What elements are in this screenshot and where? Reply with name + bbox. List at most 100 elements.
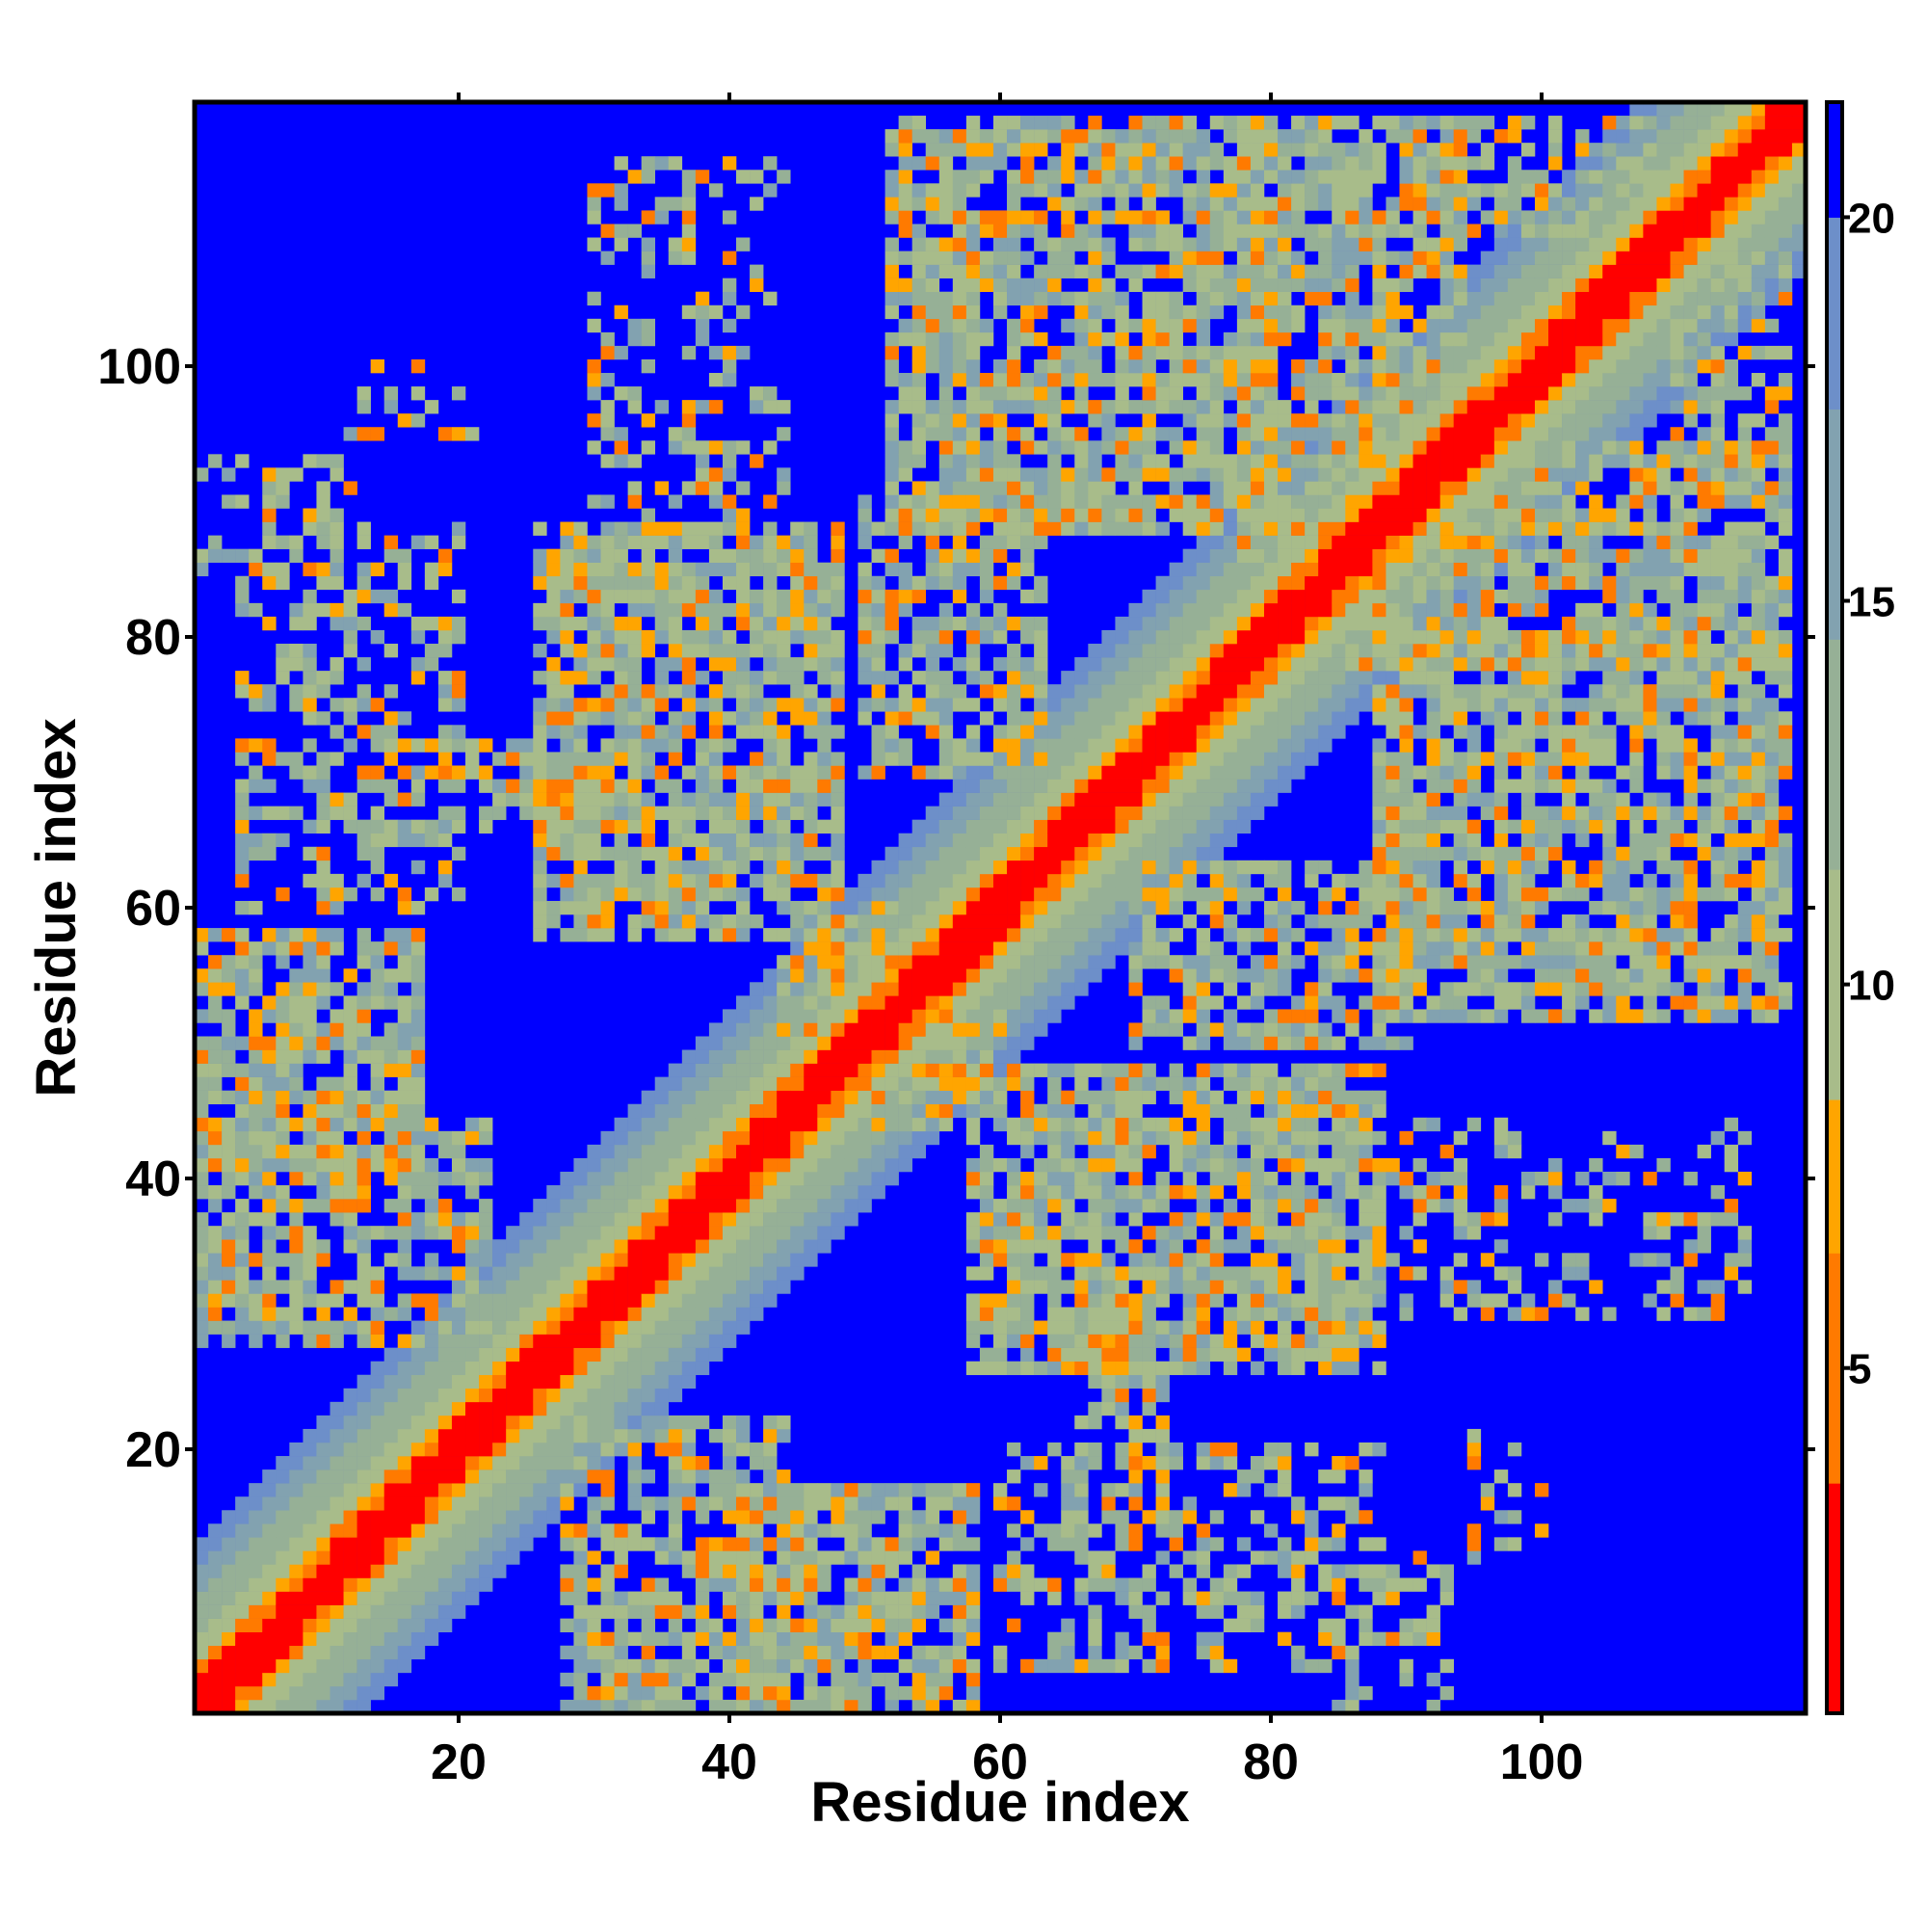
heatmap-cell	[992, 264, 1008, 278]
heatmap-cell	[952, 1658, 967, 1674]
heatmap-cell	[235, 602, 250, 618]
heatmap-cell	[1020, 129, 1035, 144]
heatmap-cell	[654, 657, 670, 672]
heatmap-cell	[925, 291, 940, 306]
heatmap-cell	[1007, 291, 1021, 306]
heatmap-cell	[925, 1103, 940, 1119]
heatmap-cell	[736, 1428, 751, 1443]
heatmap-cell	[1128, 914, 1143, 929]
heatmap-cell	[492, 1483, 507, 1497]
heatmap-cell	[1128, 481, 1143, 495]
heatmap-cell	[763, 738, 778, 753]
heatmap-cell	[681, 725, 697, 739]
heatmap-cell	[1020, 1537, 1035, 1551]
heatmap-cell	[600, 1307, 615, 1321]
heatmap-cell	[979, 1361, 994, 1376]
heatmap-cell	[817, 846, 832, 861]
heatmap-cell	[1155, 1442, 1170, 1457]
heatmap-cell	[614, 644, 628, 658]
heatmap-cell	[952, 1604, 967, 1619]
heatmap-cell	[465, 1157, 480, 1173]
heatmap-cell	[750, 792, 764, 807]
heatmap-cell	[1142, 291, 1156, 306]
heatmap-cell	[343, 1469, 357, 1484]
heatmap-cell	[262, 575, 277, 591]
heatmap-cell	[410, 765, 426, 780]
heatmap-cell	[1007, 183, 1021, 198]
heatmap-cell	[208, 1266, 223, 1281]
heatmap-cell	[1155, 264, 1170, 278]
heatmap-cell	[410, 941, 426, 956]
heatmap-cell	[276, 1199, 290, 1213]
heatmap-cell	[911, 454, 927, 468]
heatmap-cell	[627, 535, 642, 549]
heatmap-cell	[222, 1604, 236, 1619]
heatmap-cell	[1007, 170, 1021, 184]
heatmap-cell	[722, 1130, 737, 1146]
heatmap-cell	[668, 1604, 683, 1619]
heatmap-cell	[573, 711, 588, 726]
heatmap-cell	[831, 1658, 845, 1674]
heatmap-cell	[316, 819, 330, 834]
heatmap-cell	[708, 1699, 724, 1714]
heatmap-cell	[911, 860, 927, 875]
heatmap-cell	[627, 1401, 642, 1416]
heatmap-cell	[736, 1510, 751, 1524]
heatmap-cell	[790, 1212, 805, 1227]
heatmap-cell	[195, 1577, 209, 1592]
heatmap-cell	[600, 1699, 615, 1714]
heatmap-cell	[289, 1063, 304, 1077]
heatmap-cell	[1101, 779, 1116, 793]
heatmap-cell	[437, 548, 453, 564]
heatmap-cell	[356, 1009, 371, 1023]
heatmap-cell	[614, 1266, 628, 1281]
heatmap-cell	[911, 644, 927, 658]
heatmap-cell	[938, 1076, 954, 1091]
heatmap-cell	[1007, 562, 1021, 577]
heatmap-cell	[668, 725, 683, 739]
heatmap-cell	[871, 1036, 885, 1050]
heatmap-cell	[573, 1157, 588, 1173]
heatmap-cell	[965, 400, 981, 414]
heatmap-cell	[506, 1334, 520, 1348]
heatmap-cell	[289, 1631, 304, 1647]
heatmap-cell	[1142, 644, 1156, 658]
heatmap-cell	[451, 1293, 466, 1308]
heatmap-cell	[1047, 819, 1062, 834]
heatmap-cell	[750, 1185, 764, 1200]
heatmap-cell	[777, 1591, 791, 1605]
heatmap-cell	[911, 291, 927, 306]
heatmap-cell	[546, 1334, 561, 1348]
heatmap-cell	[708, 400, 724, 414]
heatmap-cell	[1115, 684, 1129, 699]
heatmap-cell	[763, 752, 778, 766]
heatmap-cell	[410, 833, 426, 848]
heatmap-cell	[668, 1374, 683, 1389]
heatmap-cell	[410, 1022, 426, 1037]
heatmap-cell	[330, 1199, 344, 1213]
heatmap-cell	[316, 684, 330, 699]
heatmap-cell	[627, 684, 642, 699]
heatmap-cell	[208, 982, 223, 996]
heatmap-cell	[979, 1212, 994, 1227]
heatmap-cell	[817, 616, 832, 631]
heatmap-cell	[1088, 1063, 1102, 1077]
heatmap-cell	[871, 995, 885, 1010]
heatmap-cell	[884, 1672, 899, 1687]
heatmap-cell	[777, 1280, 791, 1294]
heatmap-cell	[965, 373, 981, 387]
heatmap-cell	[911, 765, 927, 780]
heatmap-cell	[898, 400, 912, 414]
heatmap-cell	[208, 1009, 223, 1023]
heatmap-cell	[831, 1483, 845, 1497]
heatmap-cell	[316, 575, 330, 591]
heatmap-cell	[884, 711, 899, 726]
heatmap-cell	[1115, 1144, 1129, 1159]
heatmap-cell	[262, 1130, 277, 1146]
heatmap-cell	[1007, 779, 1021, 793]
heatmap-cell	[424, 1130, 439, 1146]
heatmap-cell	[750, 535, 764, 549]
heatmap-cell	[736, 1483, 751, 1497]
heatmap-cell	[600, 1226, 615, 1240]
heatmap-cell	[654, 1307, 670, 1321]
